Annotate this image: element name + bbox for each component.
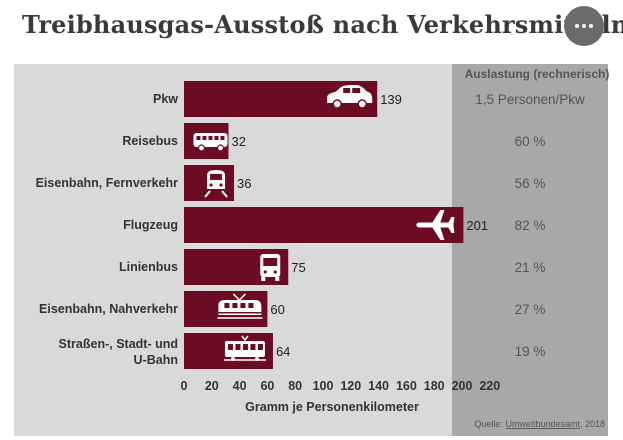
bar-row: Flugzeug 201 82 % — [123, 207, 545, 243]
bar-row: Pkw 139 1,5 Personen/Pkw — [153, 81, 585, 117]
source-note: Quelle: Umweltbundesamt, 2018 — [474, 419, 605, 429]
value-label: 201 — [466, 218, 488, 233]
auslastung-label: 60 % — [515, 134, 546, 149]
x-tick-label: 100 — [313, 379, 334, 393]
category-label: Straßen-, Stadt- und U-Bahn — [59, 337, 178, 367]
bar-row: Eisenbahn, Fernverkehr 36 56 % — [36, 165, 546, 201]
value-label: 139 — [380, 92, 402, 107]
bar-row: Straßen-, Stadt- und U-Bahn 64 19 % — [59, 333, 546, 369]
more-options-button[interactable] — [564, 6, 604, 46]
x-tick-label: 200 — [452, 379, 473, 393]
car-icon — [327, 85, 373, 109]
more-horizontal-icon — [575, 24, 593, 28]
value-label: 32 — [231, 134, 245, 149]
category-label: Eisenbahn, Nahverkehr — [39, 302, 178, 316]
long-distance-train-icon — [204, 170, 228, 198]
x-tick-label: 180 — [424, 379, 445, 393]
page-title: Treibhausgas-Ausstoß nach Verkehrsmittel… — [22, 10, 623, 39]
x-tick-label: 40 — [233, 379, 247, 393]
bar-row: Reisebus 32 60 % — [122, 123, 545, 159]
regional-train-icon — [217, 293, 263, 319]
x-tick-label: 220 — [479, 379, 500, 393]
x-tick-label: 120 — [340, 379, 361, 393]
category-label: Flugzeug — [123, 218, 178, 232]
value-label: 75 — [291, 260, 305, 275]
coach-bus-icon — [193, 133, 228, 152]
x-axis-title: Gramm je Personenkilometer — [245, 400, 419, 414]
category-label: Reisebus — [122, 134, 178, 148]
x-tick-label: 80 — [288, 379, 302, 393]
bar-row: Eisenbahn, Nahverkehr 60 27 % — [39, 291, 545, 327]
value-label: 64 — [276, 344, 290, 359]
auslastung-panel — [452, 64, 608, 436]
auslastung-label: 19 % — [515, 344, 546, 359]
category-label: Eisenbahn, Fernverkehr — [36, 176, 179, 190]
auslastung-header: Auslastung (rechnerisch) — [465, 67, 610, 81]
auslastung-label: 21 % — [515, 260, 546, 275]
category-label: Linienbus — [119, 260, 178, 274]
bar-row: Linienbus 75 21 % — [119, 249, 545, 285]
airplane-icon — [416, 210, 455, 240]
x-tick-label: 0 — [181, 379, 188, 393]
city-bus-icon — [260, 254, 281, 281]
tram-icon — [223, 335, 266, 361]
value-label: 60 — [270, 302, 284, 317]
source-link[interactable]: Umweltbundesamt — [505, 419, 580, 429]
value-label: 36 — [237, 176, 251, 191]
x-tick-label: 160 — [396, 379, 417, 393]
auslastung-label: 1,5 Personen/Pkw — [475, 92, 585, 107]
x-tick-label: 60 — [260, 379, 274, 393]
auslastung-label: 82 % — [515, 218, 546, 233]
category-label: Pkw — [153, 92, 178, 106]
auslastung-label: 27 % — [515, 302, 546, 317]
x-tick-label: 140 — [368, 379, 389, 393]
auslastung-label: 56 % — [515, 176, 546, 191]
x-tick-label: 20 — [205, 379, 219, 393]
